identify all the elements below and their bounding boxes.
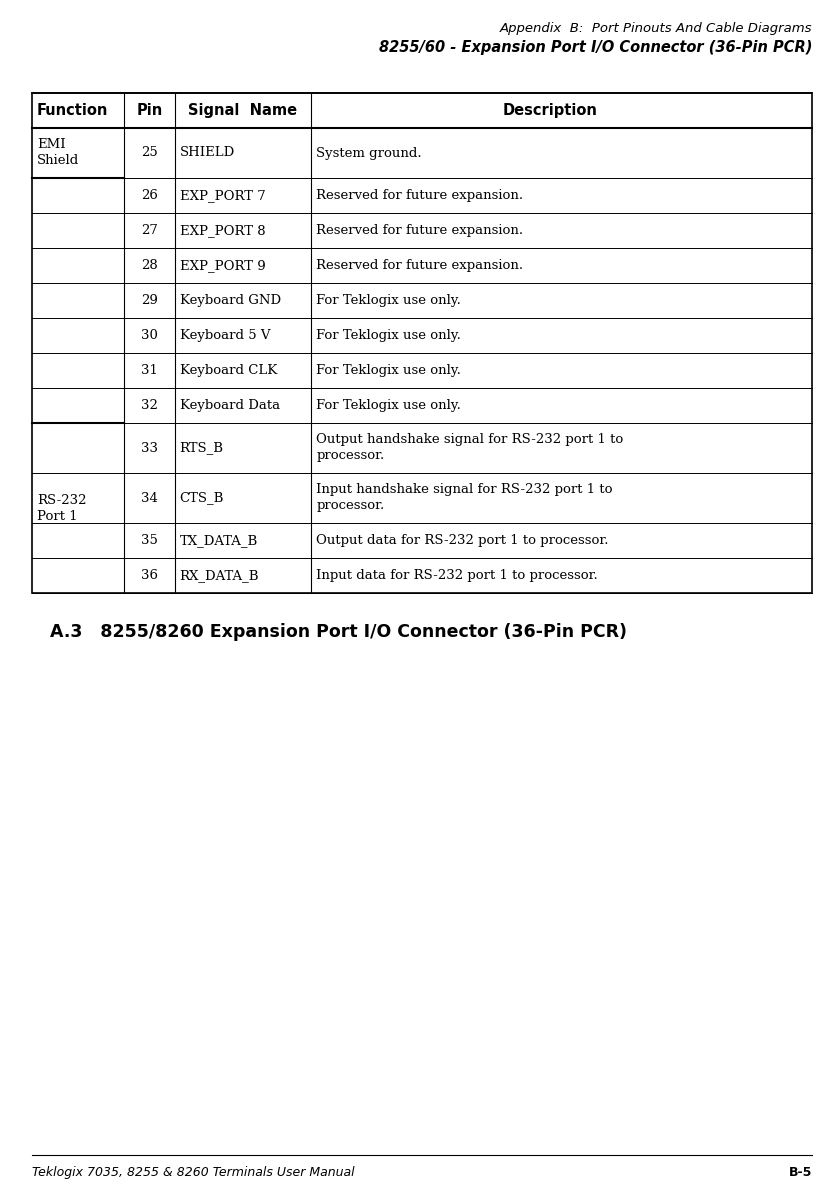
Text: SHIELD: SHIELD bbox=[180, 146, 235, 159]
Text: A.3   8255/8260 Expansion Port I/O Connector (36-Pin PCR): A.3 8255/8260 Expansion Port I/O Connect… bbox=[50, 622, 628, 642]
Text: Teklogix 7035, 8255 & 8260 Terminals User Manual: Teklogix 7035, 8255 & 8260 Terminals Use… bbox=[32, 1166, 355, 1179]
Text: Input data for RS-232 port 1 to processor.: Input data for RS-232 port 1 to processo… bbox=[316, 569, 598, 582]
Bar bbox=[32, 93, 812, 593]
Text: 28: 28 bbox=[141, 259, 158, 272]
Text: Keyboard 5 V: Keyboard 5 V bbox=[180, 329, 270, 342]
Text: For Teklogix use only.: For Teklogix use only. bbox=[316, 329, 461, 342]
Text: For Teklogix use only.: For Teklogix use only. bbox=[316, 294, 461, 306]
Text: 27: 27 bbox=[141, 224, 158, 237]
Text: Reserved for future expansion.: Reserved for future expansion. bbox=[316, 189, 524, 202]
Text: Pin: Pin bbox=[136, 103, 163, 119]
Text: EXP_PORT 7: EXP_PORT 7 bbox=[180, 189, 265, 202]
Text: 26: 26 bbox=[141, 189, 158, 202]
Text: 35: 35 bbox=[141, 534, 158, 547]
Text: Reserved for future expansion.: Reserved for future expansion. bbox=[316, 259, 524, 272]
Text: 30: 30 bbox=[141, 329, 158, 342]
Text: 8255/60 - Expansion Port I/O Connector (36-Pin PCR): 8255/60 - Expansion Port I/O Connector (… bbox=[378, 40, 812, 55]
Text: Function: Function bbox=[37, 103, 108, 119]
Text: 33: 33 bbox=[141, 442, 158, 455]
Text: Keyboard GND: Keyboard GND bbox=[180, 294, 281, 306]
Text: RX_DATA_B: RX_DATA_B bbox=[180, 569, 259, 582]
Text: Keyboard CLK: Keyboard CLK bbox=[180, 364, 277, 377]
Text: For Teklogix use only.: For Teklogix use only. bbox=[316, 364, 461, 377]
Text: Description: Description bbox=[503, 103, 597, 119]
Text: Reserved for future expansion.: Reserved for future expansion. bbox=[316, 224, 524, 237]
Text: 31: 31 bbox=[141, 364, 158, 377]
Text: EXP_PORT 9: EXP_PORT 9 bbox=[180, 259, 265, 272]
Text: Signal  Name: Signal Name bbox=[189, 103, 298, 119]
Text: B-5: B-5 bbox=[789, 1166, 812, 1179]
Text: EXP_PORT 8: EXP_PORT 8 bbox=[180, 224, 265, 237]
Text: RS-232
Port 1: RS-232 Port 1 bbox=[37, 493, 86, 523]
Text: Appendix  B:  Port Pinouts And Cable Diagrams: Appendix B: Port Pinouts And Cable Diagr… bbox=[500, 22, 812, 35]
Text: 34: 34 bbox=[141, 492, 158, 504]
Text: RTS_B: RTS_B bbox=[180, 442, 224, 455]
Text: For Teklogix use only.: For Teklogix use only. bbox=[316, 399, 461, 412]
Text: 25: 25 bbox=[141, 146, 158, 159]
Text: Output data for RS-232 port 1 to processor.: Output data for RS-232 port 1 to process… bbox=[316, 534, 609, 547]
Text: Keyboard Data: Keyboard Data bbox=[180, 399, 279, 412]
Text: 36: 36 bbox=[141, 569, 158, 582]
Text: CTS_B: CTS_B bbox=[180, 492, 224, 504]
Text: System ground.: System ground. bbox=[316, 146, 422, 159]
Text: Input handshake signal for RS-232 port 1 to
processor.: Input handshake signal for RS-232 port 1… bbox=[316, 484, 612, 512]
Text: 29: 29 bbox=[141, 294, 158, 306]
Text: 32: 32 bbox=[141, 399, 158, 412]
Text: TX_DATA_B: TX_DATA_B bbox=[180, 534, 258, 547]
Text: Output handshake signal for RS-232 port 1 to
processor.: Output handshake signal for RS-232 port … bbox=[316, 433, 623, 462]
Text: EMI
Shield: EMI Shield bbox=[37, 139, 79, 168]
